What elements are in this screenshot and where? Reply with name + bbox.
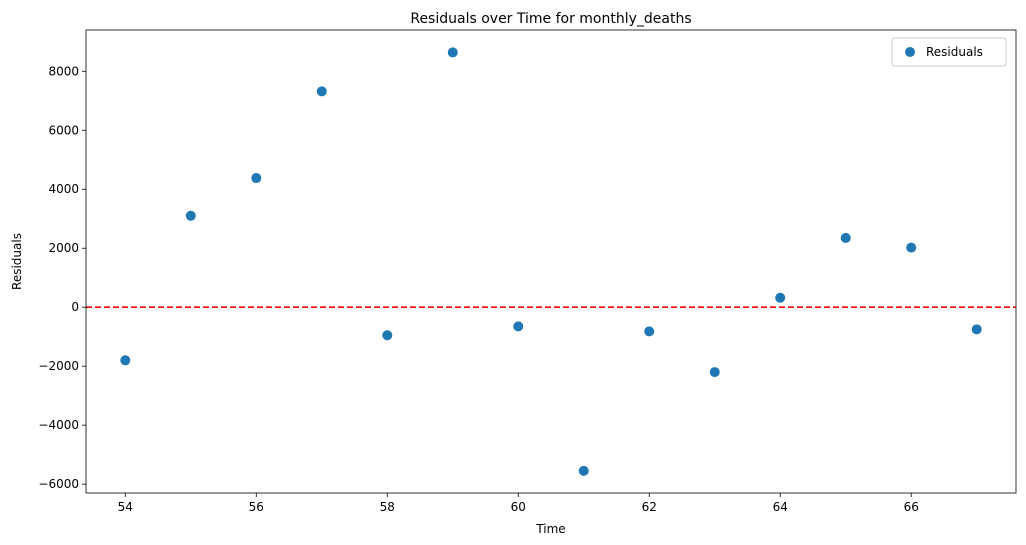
data-point bbox=[906, 242, 917, 253]
y-tick-label: −4000 bbox=[38, 418, 79, 432]
legend: Residuals bbox=[891, 37, 1007, 67]
legend-label: Residuals bbox=[926, 45, 983, 59]
legend-marker bbox=[905, 47, 915, 57]
data-point bbox=[578, 465, 589, 476]
y-tick-label: 2000 bbox=[48, 241, 79, 255]
data-point bbox=[644, 326, 655, 337]
data-point bbox=[971, 324, 982, 335]
y-tick-label: 0 bbox=[71, 300, 79, 314]
x-tick-label: 56 bbox=[249, 500, 264, 514]
x-tick-label: 60 bbox=[511, 500, 526, 514]
x-tick-label: 66 bbox=[904, 500, 919, 514]
legend-box bbox=[891, 37, 1007, 67]
y-tick-label: 4000 bbox=[48, 182, 79, 196]
y-tick-label: −2000 bbox=[38, 359, 79, 373]
data-point bbox=[185, 210, 196, 221]
x-tick-label: 62 bbox=[642, 500, 657, 514]
axes-frame bbox=[85, 29, 1017, 494]
x-tick-label: 54 bbox=[118, 500, 133, 514]
data-point bbox=[709, 367, 720, 378]
data-point bbox=[120, 355, 131, 366]
y-axis-label: Residuals bbox=[10, 233, 24, 290]
chart-title: Residuals over Time for monthly_deaths bbox=[410, 11, 691, 27]
data-point bbox=[513, 321, 524, 332]
data-point bbox=[840, 232, 851, 243]
plot-area: 54 56 58 60 62 64 66 −6000 −4000 −2000 0 2000 4000 60… bbox=[38, 29, 1017, 514]
y-tick-label: 6000 bbox=[48, 123, 79, 137]
data-point bbox=[775, 292, 786, 303]
y-tick-label: 8000 bbox=[48, 64, 79, 78]
y-tick-label: −6000 bbox=[38, 477, 79, 491]
data-point bbox=[251, 173, 262, 184]
x-tick-label: 58 bbox=[380, 500, 395, 514]
x-tick-label: 64 bbox=[773, 500, 788, 514]
data-point bbox=[382, 330, 393, 341]
data-point bbox=[447, 47, 458, 58]
data-point bbox=[316, 86, 327, 97]
x-axis-label: Time bbox=[535, 522, 565, 536]
